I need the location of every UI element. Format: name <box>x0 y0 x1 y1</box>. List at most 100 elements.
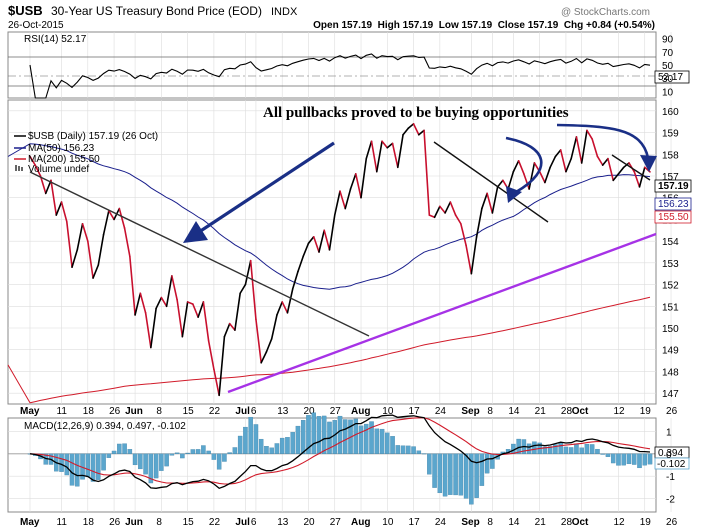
x-tick-label: 6 <box>251 406 257 417</box>
ma200-badge: 155.50 <box>658 212 689 223</box>
macd-hist-bar <box>69 453 75 486</box>
macd-hist-bar <box>374 428 380 454</box>
macd-hist-bar <box>174 452 180 454</box>
price-segment <box>454 214 462 225</box>
price-segment <box>323 229 331 251</box>
price-segment <box>239 283 247 295</box>
price-segment <box>39 175 47 195</box>
x-tick-label: May <box>20 517 40 528</box>
price-segment <box>523 173 530 190</box>
price-segment <box>102 209 110 236</box>
price-segment <box>591 138 599 158</box>
price-segment <box>412 123 420 136</box>
macd-hist-bar <box>631 453 637 465</box>
x-tick-label: Sep <box>461 517 479 528</box>
macd-hist-bar <box>626 453 632 465</box>
macd-hist-bar <box>526 443 532 454</box>
price-segment <box>601 157 609 166</box>
macd-hist-bar <box>90 453 96 482</box>
price-segment <box>612 173 620 182</box>
legend-price: $USB (Daily) 157.19 (26 Oct) <box>28 131 158 142</box>
price-segment <box>638 166 646 188</box>
macd-hist-bar <box>227 452 232 454</box>
macd-hist-bar <box>642 453 647 466</box>
macd-hist-bar <box>343 419 348 454</box>
macd-hist-bar <box>248 416 253 454</box>
price-segment <box>165 275 173 308</box>
arrow-to-trendline <box>183 141 335 243</box>
macd-hist-bar <box>164 453 169 467</box>
rsi-panel: RSI(14) 52.17 52.17 90 70 50 30 10 <box>7 31 690 99</box>
macd-hist-bar <box>85 453 91 478</box>
x-tick-label: 8 <box>487 517 493 528</box>
arrow-to-last-price <box>556 123 657 172</box>
price-segment <box>29 155 37 166</box>
x-tick-label: Oct <box>572 517 589 528</box>
macd-hist-bar <box>547 446 553 454</box>
macd-hist-bar <box>448 453 453 495</box>
price-segment <box>444 201 452 214</box>
macd-hist-bar <box>295 425 301 454</box>
macd-hist-bar <box>616 453 621 466</box>
price-segment <box>150 307 157 349</box>
macd-hist-bar <box>469 453 474 505</box>
chart-title: 30-Year US Treasury Bond Price (EOD) <box>51 4 262 18</box>
macd-hist-bar <box>574 443 579 454</box>
price-segment <box>512 160 520 173</box>
x-tick-label: 11 <box>57 406 68 417</box>
price-line <box>29 123 651 397</box>
macd-hist-bar <box>216 453 222 470</box>
macd-hist-bar <box>442 453 448 497</box>
price-badge: 157.19 <box>658 181 689 192</box>
x-axis-labels-bottom: May 11 18 26 Jun 8 15 22 Jul 6 13 20 27 Aug 10 17 24 Sep 8… <box>20 517 678 528</box>
macd-hist-bar <box>269 447 274 454</box>
price-segment <box>333 190 341 216</box>
price-segment <box>50 179 58 216</box>
price-y-tick: 148 <box>662 367 679 378</box>
price-y-tick: 158 <box>662 150 679 161</box>
price-segment <box>418 129 425 136</box>
price-y-ticks: 1601591581571561551541531521511501491481… <box>662 107 679 400</box>
price-segment <box>396 133 404 169</box>
macd-line <box>29 414 651 490</box>
price-segment <box>76 222 84 251</box>
price-grid <box>8 100 672 404</box>
ma50-badge: 156.23 <box>658 199 689 210</box>
price-segment <box>354 173 362 199</box>
macd-hist-bar <box>516 438 521 454</box>
price-segment <box>55 201 63 216</box>
macd-hist-bar <box>605 453 611 457</box>
x-tick-label: 22 <box>209 517 221 528</box>
rsi-y-tick: 90 <box>662 35 674 46</box>
macd-hist-bar <box>143 453 148 475</box>
x-tick-label: 24 <box>435 406 447 417</box>
macd-hist-bar <box>458 453 464 496</box>
macd-hist-bar <box>159 453 164 471</box>
price-segment <box>465 244 473 275</box>
price-segment <box>586 129 594 140</box>
price-segment <box>339 190 347 210</box>
x-tick-label: 20 <box>303 406 315 417</box>
macd-hist-bar <box>180 453 185 459</box>
price-segment <box>297 255 305 273</box>
x-tick-label: 18 <box>83 406 95 417</box>
price-segment <box>423 129 431 216</box>
x-tick-label: 8 <box>156 517 162 528</box>
macd-hist-bar <box>201 445 206 454</box>
x-tick-label: 20 <box>303 517 315 528</box>
price-segment <box>428 214 436 219</box>
macd-hist-bar <box>117 443 122 454</box>
resistance-trendline <box>29 171 370 337</box>
price-segment <box>186 301 194 305</box>
price-y-tick: 152 <box>662 281 679 292</box>
macd-hist-bar <box>584 443 590 454</box>
macd-hist-bar <box>195 449 201 454</box>
price-segment <box>528 162 536 190</box>
x-tick-label: 17 <box>409 517 421 528</box>
x-tick-label: 6 <box>251 517 257 528</box>
price-segment <box>234 292 241 331</box>
legend-volume: Volume undef <box>28 164 89 175</box>
price-y-tick: 150 <box>662 324 679 335</box>
macd-hist-bar <box>474 453 479 498</box>
